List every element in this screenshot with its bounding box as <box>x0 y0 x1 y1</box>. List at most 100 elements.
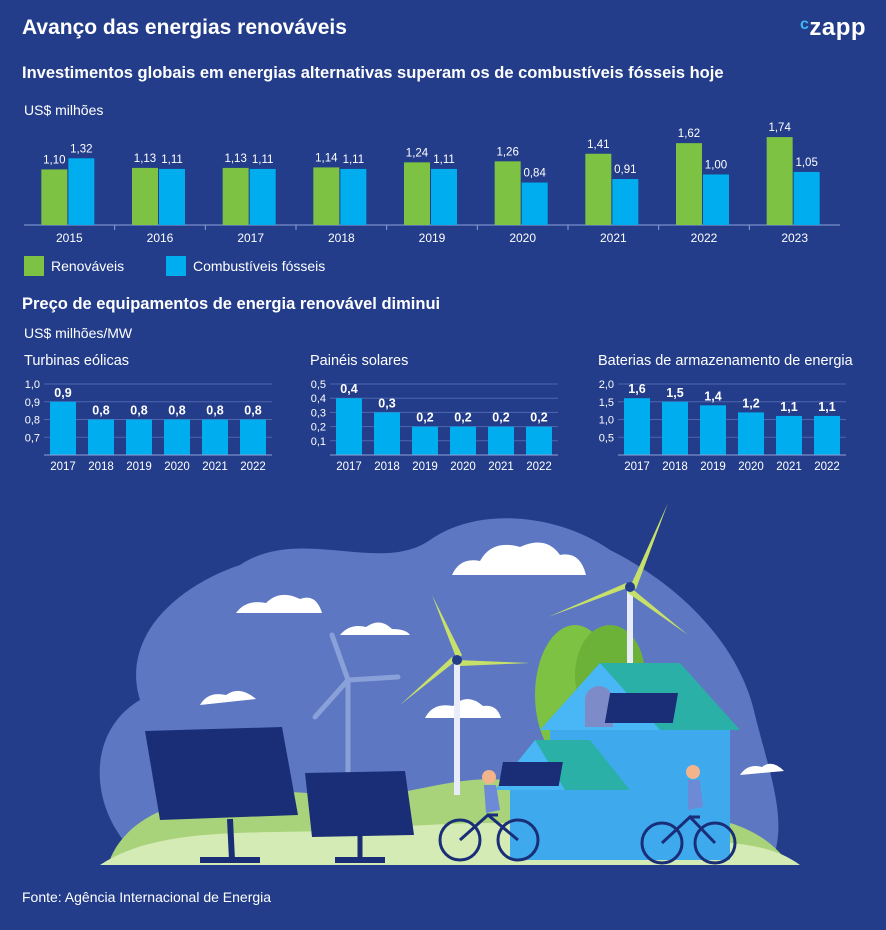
data-label: 1,11 <box>161 154 183 166</box>
y-tick-label: 0,5 <box>599 432 614 444</box>
x-tick-label: 2022 <box>240 461 266 473</box>
logo-text: zapp <box>809 14 867 41</box>
cloud-icon <box>452 542 586 575</box>
data-label: 1,41 <box>587 139 609 151</box>
bar-fossil <box>68 158 95 225</box>
y-tick-label: 0,2 <box>311 422 326 434</box>
price-bar <box>164 419 190 455</box>
x-tick-label: 2017 <box>624 461 650 473</box>
data-label: 0,3 <box>378 396 395 410</box>
bar-fossil <box>703 174 729 225</box>
solar-chart-title: Painéis solares <box>310 353 409 369</box>
source-note: Fonte: Agência Internacional de Energia <box>22 889 272 905</box>
price-bar <box>814 415 840 455</box>
price-bar <box>450 426 476 455</box>
legend-swatch-fossil <box>166 256 186 276</box>
x-tick-label: 2017 <box>237 231 264 245</box>
bar-renewables <box>222 167 249 225</box>
cyclist-head <box>686 765 700 779</box>
cloud-icon <box>236 594 322 613</box>
section1-title: Investimentos globais em energias altern… <box>22 64 724 82</box>
data-label: 1,14 <box>315 152 338 164</box>
bar-renewables <box>41 169 68 225</box>
x-tick-label: 2016 <box>147 231 174 245</box>
renewable-energy-illustration <box>99 503 800 865</box>
data-label: 0,84 <box>523 168 546 180</box>
x-tick-label: 2017 <box>50 461 76 473</box>
x-tick-label: 2019 <box>419 231 446 245</box>
price-bar <box>662 401 688 455</box>
x-tick-label: 2018 <box>374 461 400 473</box>
price-bar <box>700 405 726 455</box>
price-bar <box>240 419 266 455</box>
data-label: 0,2 <box>416 411 433 425</box>
solar-panel-price-chart: 0,5 0,4 0,3 0,2 0,1 0,4 2017 0,3 2018 0,2 2019 0,2 2… <box>311 379 558 473</box>
wind-turbine-price-chart: 1,0 0,9 0,8 0,7 0,9 2017 0,8 2018 0,8 2019 0,8 2020… <box>25 379 272 473</box>
y-tick-label: 0,3 <box>311 407 326 419</box>
x-tick-label: 2021 <box>488 461 514 473</box>
x-tick-label: 2019 <box>412 461 438 473</box>
investment-chart: 1,10 1,32 2015 1,13 1,11 2016 1,13 1,11 2017 1,14… <box>24 122 840 245</box>
price-bar <box>202 419 228 455</box>
section2-title: Preço de equipamentos de energia renováv… <box>22 295 441 313</box>
cyclist-body <box>688 780 703 810</box>
bar-renewables <box>404 162 430 225</box>
data-label: 0,8 <box>92 404 109 418</box>
y-tick-label: 1,0 <box>599 415 614 427</box>
cyclist-body <box>484 785 500 813</box>
data-label: 1,1 <box>818 400 835 414</box>
solar-panel-icon <box>145 727 298 863</box>
x-tick-label: 2017 <box>336 461 362 473</box>
bar-renewables <box>132 167 158 225</box>
price-bar <box>776 415 802 455</box>
data-label: 1,13 <box>224 153 246 165</box>
x-tick-label: 2023 <box>781 231 808 245</box>
data-label: 1,74 <box>768 122 791 134</box>
bar-fossil <box>340 168 367 225</box>
price-bar <box>526 426 552 455</box>
price-bar <box>50 401 76 455</box>
y-tick-label: 2,0 <box>599 379 614 391</box>
data-label: 0,9 <box>54 386 71 400</box>
legend-label-renewables: Renováveis <box>51 258 125 274</box>
y-tick-label: 0,7 <box>25 432 40 444</box>
price-bar <box>412 426 438 455</box>
x-tick-label: 2019 <box>700 461 726 473</box>
battery-chart-title: Baterias de armazenamento de energia <box>598 353 853 369</box>
data-label: 1,6 <box>628 382 645 396</box>
legend-swatch-renewables <box>24 256 44 276</box>
x-tick-label: 2021 <box>600 231 627 245</box>
data-label: 0,91 <box>614 164 636 176</box>
section1-unit: US$ milhões <box>24 102 104 118</box>
price-bar <box>336 398 362 455</box>
data-label: 0,8 <box>130 404 147 418</box>
data-label: 0,8 <box>206 404 223 418</box>
data-label: 1,11 <box>343 154 365 166</box>
data-label: 1,4 <box>704 389 721 403</box>
x-tick-label: 2020 <box>164 461 190 473</box>
cloud-icon <box>200 690 256 705</box>
price-bar <box>488 426 514 455</box>
data-label: 1,00 <box>705 159 727 171</box>
y-tick-label: 0,8 <box>25 415 40 427</box>
data-label: 1,13 <box>134 153 156 165</box>
y-tick-label: 1,0 <box>25 379 40 391</box>
cyclist-icon <box>640 814 737 865</box>
bar-fossil <box>431 168 457 225</box>
bar-fossil <box>793 171 820 225</box>
data-label: 0,2 <box>530 411 547 425</box>
battery-price-chart: 2,0 1,5 1,0 0,5 1,6 2017 1,5 2018 1,4 2019 1,2 2020… <box>599 379 846 473</box>
y-tick-label: 0,1 <box>311 436 326 448</box>
data-label: 0,8 <box>168 404 185 418</box>
bar-renewables <box>585 153 612 225</box>
data-label: 1,24 <box>406 147 429 159</box>
x-tick-label: 2018 <box>88 461 114 473</box>
x-tick-label: 2020 <box>509 231 536 245</box>
legend-renewables: Renováveis <box>24 256 124 276</box>
cyclist-icon <box>438 813 540 862</box>
y-tick-label: 0,9 <box>25 397 40 409</box>
data-label: 1,26 <box>496 146 518 158</box>
wind-turbine-icon <box>548 503 688 670</box>
x-tick-label: 2019 <box>126 461 152 473</box>
section2-unit: US$ milhões/MW <box>24 325 133 341</box>
